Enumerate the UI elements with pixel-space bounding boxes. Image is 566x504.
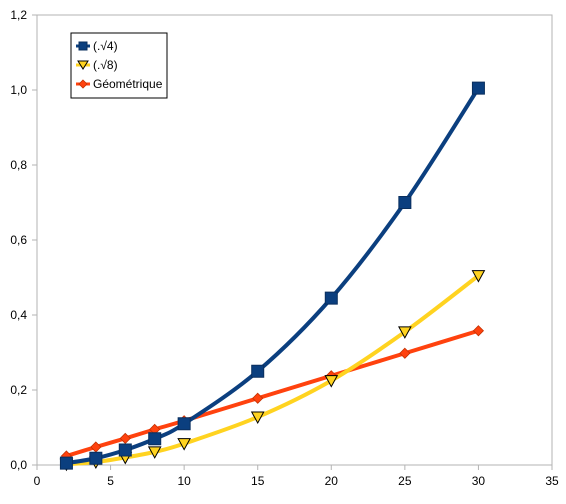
data-point [471,270,486,283]
data-point [324,291,338,305]
legend-entry: (.√8) [76,58,118,72]
data-point [147,446,162,459]
data-point [90,441,102,453]
data-point [177,417,191,431]
axes: 0,0 0,2 0,4 0,6 0,8 1,0 1,2 0 5 10 15 20 25 30 35 [10,8,559,488]
y-tick-label: 0,4 [10,308,27,322]
y-tick-label: 0,8 [10,158,27,172]
data-point [398,326,412,339]
data-point [250,411,265,425]
legend-entry: Géométrique [76,77,163,91]
series-line [64,273,481,467]
y-tick-label: 1,0 [10,83,27,97]
x-tick-label: 30 [472,474,486,488]
data-point [59,456,73,470]
y-tick-label: 0,6 [10,233,27,247]
x-tick-label: 25 [398,474,412,488]
legend-marker [78,79,88,89]
x-tick-label: 5 [107,474,114,488]
data-point [398,196,412,209]
data-point [89,451,103,465]
series-3 [60,325,484,462]
series-line [64,86,481,466]
y-tick-label: 0,2 [10,383,27,397]
x-tick-label: 20 [325,474,339,488]
data-point [324,375,339,388]
data-point [252,392,264,404]
legend: (.√4) (.√8) Géométrique [70,32,168,99]
series-2 [59,270,486,472]
data-point [177,438,191,451]
legend-marker [77,60,89,70]
series-1 [59,81,485,470]
data-point [471,81,485,95]
legend-label: Géométrique [93,77,163,91]
y-tick-label: 1,2 [10,8,27,22]
legend-marker [78,41,88,51]
legend-label: (.√8) [93,58,118,72]
x-tick-label: 0 [34,474,41,488]
data-point [148,432,162,446]
legend-entry: (.√4) [76,39,118,53]
y-tick-label: 0,0 [10,458,27,472]
data-point [251,364,265,378]
x-tick-label: 10 [177,474,191,488]
x-tick-label: 35 [545,474,559,488]
data-point [472,325,484,337]
legend-label: (.√4) [93,39,118,53]
series-layer [59,81,486,472]
x-tick-label: 15 [251,474,265,488]
data-point [119,432,131,444]
data-point [399,347,411,359]
data-point [118,443,132,457]
